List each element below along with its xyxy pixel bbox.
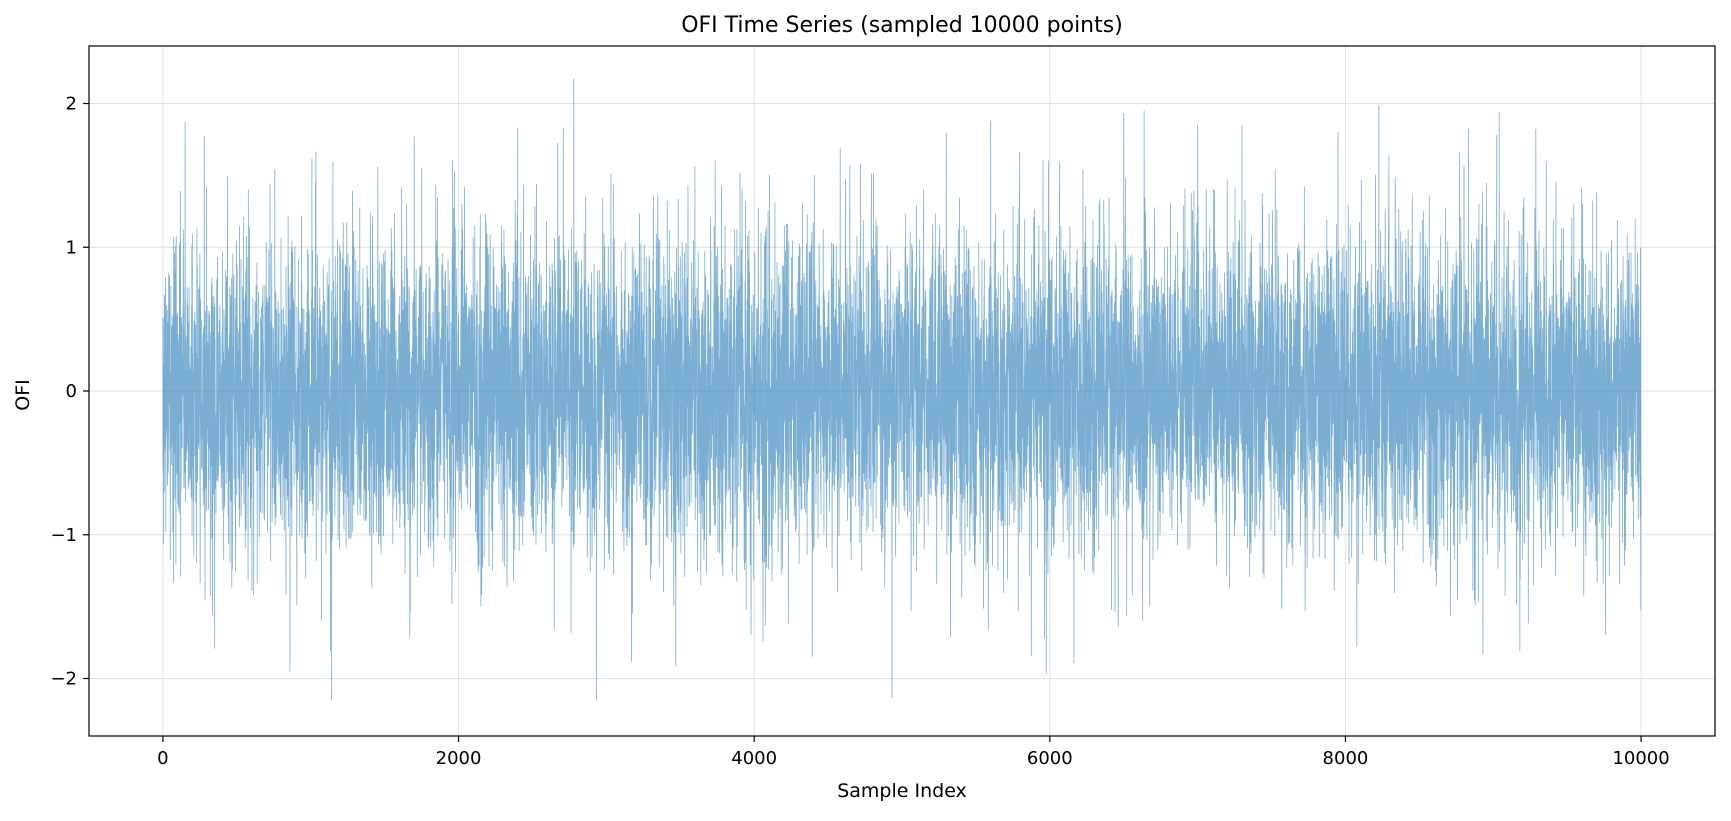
y-tick-label: 0 xyxy=(66,381,77,402)
chart-title: OFI Time Series (sampled 10000 points) xyxy=(681,13,1123,38)
x-tick-label: 10000 xyxy=(1612,748,1669,769)
x-axis: 0 2000 4000 6000 8000 10000 xyxy=(157,736,1670,769)
series-layer xyxy=(162,78,1642,701)
y-tick-label: 1 xyxy=(66,237,77,258)
x-tick-label: 2000 xyxy=(436,748,482,769)
x-tick-label: 8000 xyxy=(1323,748,1369,769)
y-axis: −2 −1 0 1 2 xyxy=(50,94,89,690)
series-line-ofi xyxy=(162,78,1642,701)
x-tick-label: 0 xyxy=(157,748,168,769)
y-axis-label: OFI xyxy=(12,379,34,411)
y-tick-label: −2 xyxy=(50,669,77,690)
x-tick-label: 4000 xyxy=(731,748,777,769)
y-tick-label: 2 xyxy=(66,94,77,115)
y-tick-label: −1 xyxy=(50,525,77,546)
x-axis-label: Sample Index xyxy=(837,780,967,802)
x-tick-label: 6000 xyxy=(1027,748,1073,769)
